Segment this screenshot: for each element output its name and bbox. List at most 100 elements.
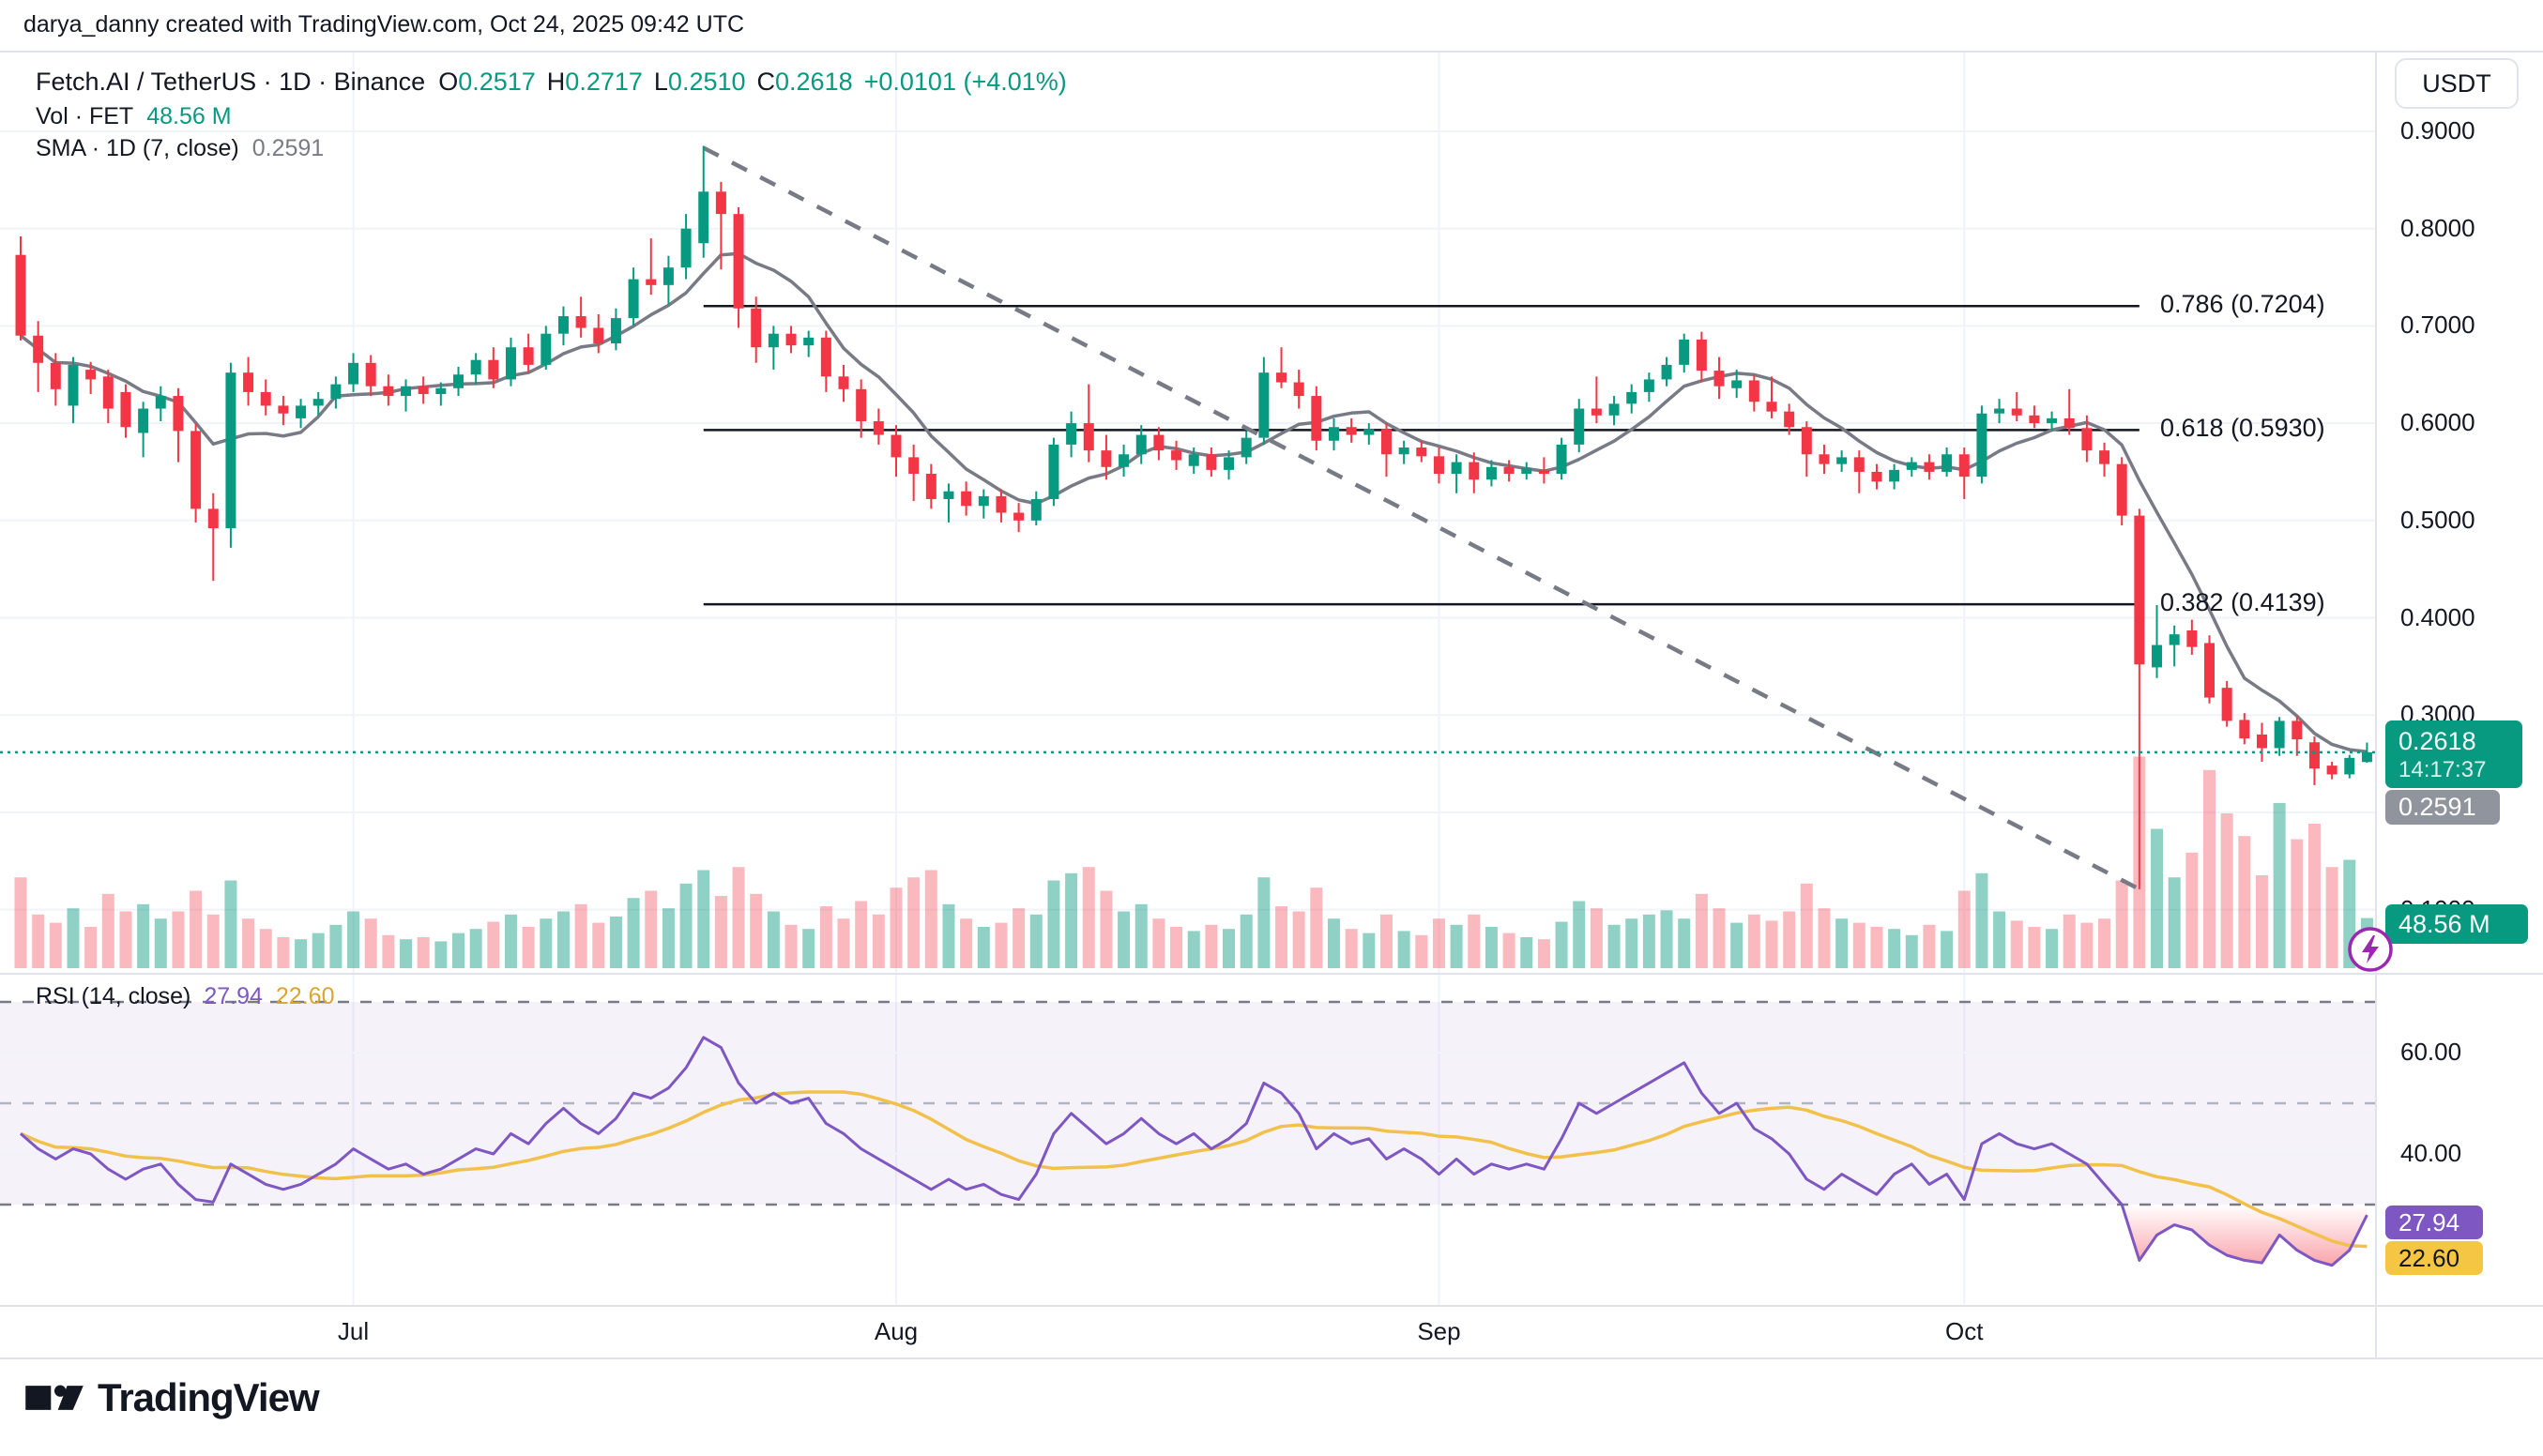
candle-body	[68, 364, 79, 406]
volume-bar	[2325, 867, 2338, 968]
volume-bar	[960, 918, 973, 968]
candle-body	[1713, 371, 1725, 387]
volume-bar	[2291, 839, 2304, 968]
candle-body	[1696, 339, 1707, 372]
volume-bar	[802, 929, 815, 968]
symbol-legend[interactable]: Fetch.AI / TetherUS · 1D · Binance O0.25…	[36, 68, 1067, 97]
rsi-label: RSI (14, close)	[36, 983, 191, 1009]
candle-body	[1942, 454, 1953, 472]
candle-body	[2099, 450, 2110, 464]
sma-legend[interactable]: SMA · 1D (7, close) 0.2591	[36, 135, 324, 162]
candle-body	[453, 374, 464, 388]
candle-body	[523, 347, 534, 365]
candle-body	[2152, 645, 2163, 668]
candle-body	[2361, 751, 2372, 763]
candle-body	[996, 495, 1007, 513]
candle-body	[1363, 429, 1375, 435]
volume-bar	[1328, 918, 1340, 968]
candle-body	[470, 359, 481, 375]
fib-level-0786-label[interactable]: 0.786 (0.7204)	[2160, 290, 2325, 318]
candle-body	[1188, 454, 1199, 466]
candle-body	[1521, 467, 1532, 475]
volume-bar	[2185, 852, 2199, 968]
candle-body	[1119, 454, 1130, 467]
volume-bar	[1275, 906, 1288, 968]
volume-bar	[1555, 921, 1568, 968]
candle-body	[50, 362, 61, 389]
candle-body	[2134, 515, 2145, 665]
volume-legend[interactable]: Vol · FET 48.56 M	[36, 103, 232, 130]
volume-bar	[697, 870, 710, 968]
volume-bar	[855, 901, 868, 968]
volume-bar	[1537, 939, 1550, 968]
candle-body	[662, 267, 674, 285]
last-price-value: 0.2618	[2398, 727, 2476, 755]
volume-bar	[2307, 824, 2321, 968]
candle-body	[733, 214, 744, 309]
rsi-legend[interactable]: RSI (14, close) 27.94 22.60	[36, 983, 334, 1010]
candle-body	[225, 372, 236, 529]
sma-label: SMA · 1D (7, close)	[36, 135, 239, 161]
candle-body	[120, 391, 131, 428]
volume-bar	[487, 921, 500, 968]
volume-bar	[1607, 924, 1621, 968]
volume-bar	[190, 890, 203, 968]
fib-level-0382-label[interactable]: 0.382 (0.4139)	[2160, 588, 2325, 616]
candle-body	[715, 191, 726, 215]
candle-body	[1976, 413, 1987, 478]
candle-body	[873, 421, 884, 435]
volume-bar	[540, 918, 553, 968]
candle-body	[1661, 364, 1672, 380]
flash-button[interactable]	[2346, 925, 2395, 974]
tradingview-logo-icon	[25, 1385, 84, 1410]
candle-body	[1836, 457, 1848, 464]
candle-body	[575, 316, 586, 328]
candle-body	[557, 316, 569, 334]
fib-level-0618-label[interactable]: 0.618 (0.5930)	[2160, 414, 2325, 442]
candle-body	[435, 387, 447, 394]
candle-body	[1258, 372, 1270, 438]
candle-body	[418, 386, 429, 394]
volume-badge: 48.56 M	[2385, 904, 2528, 944]
volume-bar	[2203, 769, 2216, 968]
attribution-title: darya_danny created with TradingView.com…	[23, 11, 745, 38]
volume-bar	[84, 927, 98, 968]
fib-trendline[interactable]	[702, 145, 2140, 891]
candle-body	[2063, 417, 2075, 429]
candle-body	[698, 191, 709, 244]
volume-bar	[1223, 929, 1236, 968]
candle-body	[751, 308, 762, 348]
candle-body	[610, 318, 621, 344]
sma-line	[19, 251, 2368, 753]
candle-body	[330, 384, 342, 400]
volume-bar	[417, 937, 430, 968]
volume-bar	[1100, 890, 1113, 968]
tradingview-logo[interactable]: TradingView	[24, 1375, 320, 1420]
candle-body	[1398, 447, 1409, 455]
candle-body	[1206, 454, 1217, 470]
candle-body	[1643, 379, 1654, 392]
volume-bar	[67, 908, 80, 968]
volume-bar	[1292, 911, 1305, 968]
volume-label: Vol · FET	[36, 103, 134, 129]
last-price-badge: 0.2618 14:17:37	[2385, 720, 2522, 788]
volume-bar	[1905, 934, 1918, 968]
candle-body	[1924, 462, 1935, 472]
candle-body	[102, 376, 114, 409]
candle-body	[1276, 372, 1287, 383]
rsi-tick-label: 40.00	[2400, 1139, 2462, 1167]
volume-bar	[2028, 927, 2041, 968]
currency-toggle-button[interactable]: USDT	[2395, 58, 2519, 109]
volume-bar	[1363, 933, 1376, 968]
candle-body	[1380, 429, 1392, 455]
candle-body	[961, 491, 972, 507]
volume-value: 48.56 M	[146, 103, 232, 129]
candle-body	[1013, 512, 1025, 521]
volume-bar	[1852, 922, 1865, 968]
volume-bar	[382, 934, 395, 968]
volume-bar	[784, 924, 798, 968]
candle-body	[1591, 408, 1602, 416]
price-tick-label: 0.6000	[2400, 408, 2475, 437]
volume-bar	[995, 922, 1008, 968]
